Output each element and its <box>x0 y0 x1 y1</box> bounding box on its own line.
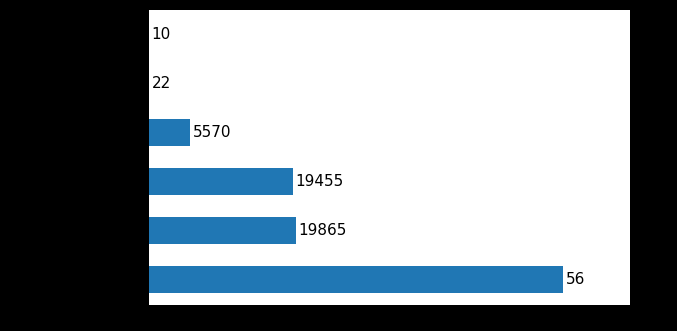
Bar <box>149 217 296 244</box>
Text: 19865: 19865 <box>299 223 347 238</box>
Text: 22: 22 <box>152 76 171 91</box>
Bar <box>149 119 190 146</box>
Text: 19455: 19455 <box>295 174 343 189</box>
Bar <box>149 266 563 294</box>
Text: 56: 56 <box>565 272 585 287</box>
Text: 10: 10 <box>152 27 171 42</box>
Text: 5570: 5570 <box>192 125 231 140</box>
Bar <box>149 168 293 195</box>
